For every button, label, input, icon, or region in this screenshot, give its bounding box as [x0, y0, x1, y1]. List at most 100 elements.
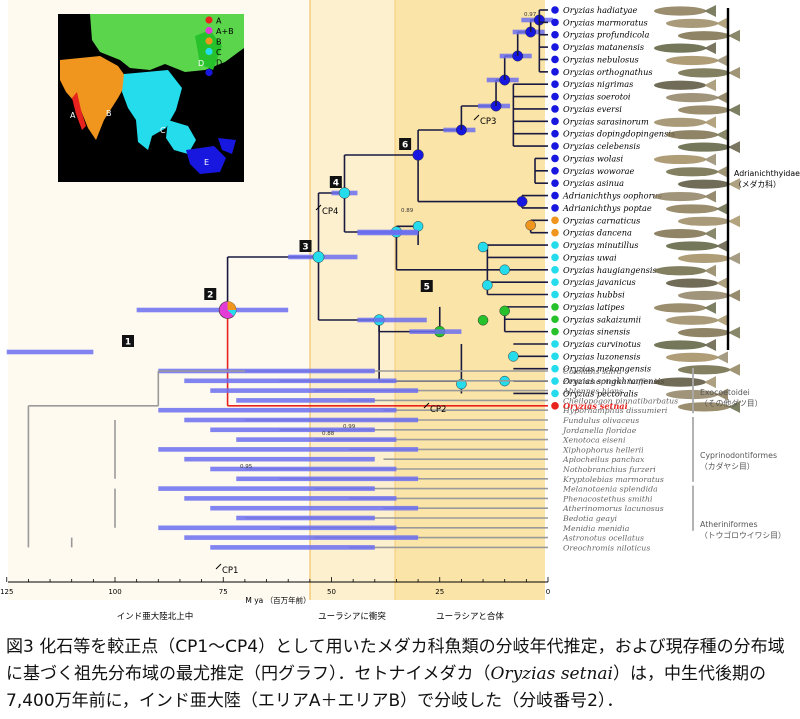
age-interval-bar [236, 398, 375, 403]
taxon-label: Oryzias hubbsi [563, 290, 625, 300]
fish-tail [728, 400, 740, 413]
tip-area-dot [551, 30, 559, 39]
age-interval-bar [236, 515, 375, 521]
age-interval-bar [6, 349, 94, 355]
axis-tick-label: 125 [0, 588, 13, 596]
pie-slice-c [227, 310, 237, 316]
legend-label: A+B [216, 27, 234, 36]
taxon-label: Oryzias minutillus [563, 240, 638, 250]
taxon-label: Oryzias hadiatyae [563, 5, 638, 15]
tip-area-dot [551, 191, 559, 200]
period-label: ユーラシアに衝突 [318, 611, 386, 622]
taxon-label: Oryzias pectoralis [563, 388, 638, 398]
fish-photo [654, 117, 706, 127]
distribution-map [58, 14, 244, 182]
ancestral-state-pie [499, 264, 510, 276]
ancestral-state-pie [477, 241, 489, 253]
age-interval-bar [158, 525, 397, 531]
taxon-label: Oryzias eversi [563, 104, 622, 114]
group-subname: （トウゴロウイワシ目） [700, 530, 786, 540]
axis-tick-label: 50 [327, 588, 336, 596]
taxon-label: Oryzias dancena [563, 228, 632, 238]
fish-tail [728, 29, 740, 42]
map-label: B [106, 109, 112, 118]
tip-area-dot [551, 364, 559, 373]
fish-tail [704, 376, 716, 389]
taxon-label: Oryzias asinua [563, 178, 624, 188]
figure-caption: 図3 化石等を較正点（CP1〜CP4）として用いたメダカ科魚類の分岐年代推定，お… [6, 634, 796, 715]
fish-photo [654, 80, 706, 90]
age-interval-bar [184, 535, 419, 540]
tip-area-dot [551, 290, 559, 299]
outgroup-label: Fundulus olivaceus [562, 416, 639, 425]
fish-tail [728, 103, 740, 116]
group-brackets: Adrianichthyidae（メダカ科） Exocoetoidei（その他ダツ… [692, 8, 800, 540]
taxon-label: Oryzias carnaticus [563, 215, 640, 225]
taxon-labels: Oryzias hadiatyae Oryzias marmoratus Oryzi… [551, 5, 678, 552]
support-value: 0.99 [343, 424, 356, 430]
calibration-label: CP1 [222, 566, 238, 576]
group-name: Adrianichthyidae [734, 169, 800, 178]
taxon-label: Oryzias nigrimas [563, 79, 633, 89]
tip-area-dot [551, 6, 559, 14]
fish-tail [728, 141, 740, 154]
fish-photo [678, 253, 730, 263]
tip-area-dot [551, 253, 559, 262]
fish-tail [716, 351, 728, 364]
taxon-label: Oryzias haugiangensis [563, 265, 657, 275]
map-label: A [70, 111, 76, 120]
phylogeny-figure: 1 2 3 4 5 6 CP1 CP2 CP3 CP4 0.97 0.89 0.88 0.99 0.95 A… [0, 0, 800, 622]
fish-photo [678, 142, 730, 152]
taxon-label: Adrianichthys oophorus [562, 191, 662, 201]
node-number: 4 [333, 179, 339, 189]
taxon-label: Oryzias javanicus [563, 277, 636, 287]
age-interval-bar [184, 496, 397, 501]
fish-photo [654, 154, 706, 165]
calibration-label: CP2 [430, 405, 446, 415]
node-number-box [121, 335, 134, 347]
outgroup-label: Cololabis saira [563, 367, 622, 376]
tip-area-dot [551, 55, 559, 64]
fish-tail [704, 42, 716, 55]
fish-photo [678, 68, 730, 78]
period-label: ユーラシアと合体 [436, 611, 504, 622]
fish-photo [654, 377, 706, 387]
node-number: 2 [207, 291, 213, 301]
node-number-box [204, 288, 217, 300]
fish-photo [666, 241, 718, 251]
support-value: 0.89 [401, 208, 414, 214]
taxon-label: Oryzias celebensis [563, 141, 640, 151]
outgroup-label: Jordanella floridae [561, 426, 637, 435]
group-subname: （メダカ科） [734, 179, 781, 189]
fish-photo [654, 43, 706, 53]
fish-photo [666, 278, 718, 288]
fish-tail [716, 54, 728, 67]
node-number: 6 [402, 141, 408, 151]
taxon-label: Oryzias uwai [563, 252, 617, 262]
tip-area-dot [551, 167, 559, 175]
fish-photo [678, 31, 730, 41]
legend-swatch [205, 37, 213, 45]
outgroup-label: Oreochromis niloticus [563, 543, 650, 552]
ancestral-state-pie [477, 315, 489, 326]
tip-area-dot [551, 43, 559, 51]
outgroup-label: Hyporhamphus dissumieri [562, 406, 668, 415]
map-label: D [198, 59, 204, 68]
age-interval-bar [210, 427, 375, 433]
tip-area-dot [551, 105, 559, 113]
tip-area-dot [551, 204, 559, 212]
outgroup-label: Kryptolebias marmoratus [562, 475, 664, 484]
fish-photo [666, 130, 718, 140]
legend-label: C [216, 48, 222, 57]
age-interval-bar [236, 437, 397, 442]
fish-photo [666, 92, 718, 103]
tip-area-dot [551, 340, 559, 348]
legend-label: A [216, 17, 222, 26]
fish-tail [716, 17, 728, 30]
fish-tail [716, 165, 728, 178]
ancestral-state-pie [525, 220, 536, 231]
taxon-label: Oryzias curvinotus [563, 339, 641, 349]
fish-photo [654, 191, 706, 202]
fish-photo [666, 389, 718, 400]
